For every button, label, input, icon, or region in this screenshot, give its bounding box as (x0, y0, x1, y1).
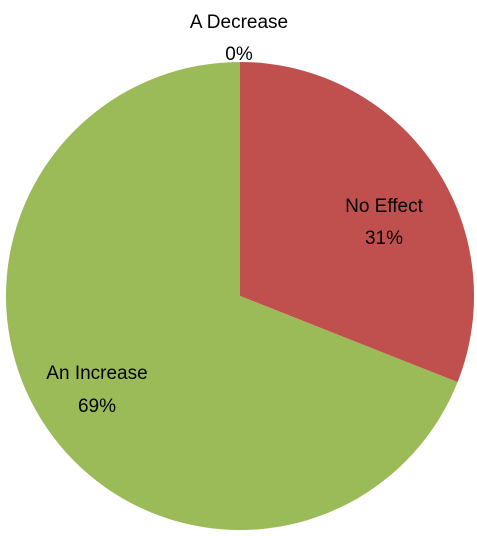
data-label-percent-no-effect: 31% (365, 228, 403, 249)
data-label-a-decrease: A Decrease 0% (190, 12, 288, 65)
data-label-percent-an-increase: 69% (78, 396, 116, 417)
pie-slices (6, 62, 475, 530)
data-label-category-no-effect: No Effect (345, 196, 424, 217)
pie-slice-no-effect (240, 62, 475, 383)
data-label-an-increase: An Increase 69% (46, 363, 147, 417)
data-label-no-effect: No Effect 31% (345, 196, 424, 249)
data-label-category-an-increase: An Increase (46, 363, 147, 384)
data-label-category-a-decrease: A Decrease (190, 12, 288, 33)
pie-data-labels: A Decrease 0% No Effect 31% An Increase 69% (46, 12, 423, 417)
data-label-percent-a-decrease: 0% (225, 44, 253, 65)
pie-slice-an-increase (6, 62, 458, 530)
